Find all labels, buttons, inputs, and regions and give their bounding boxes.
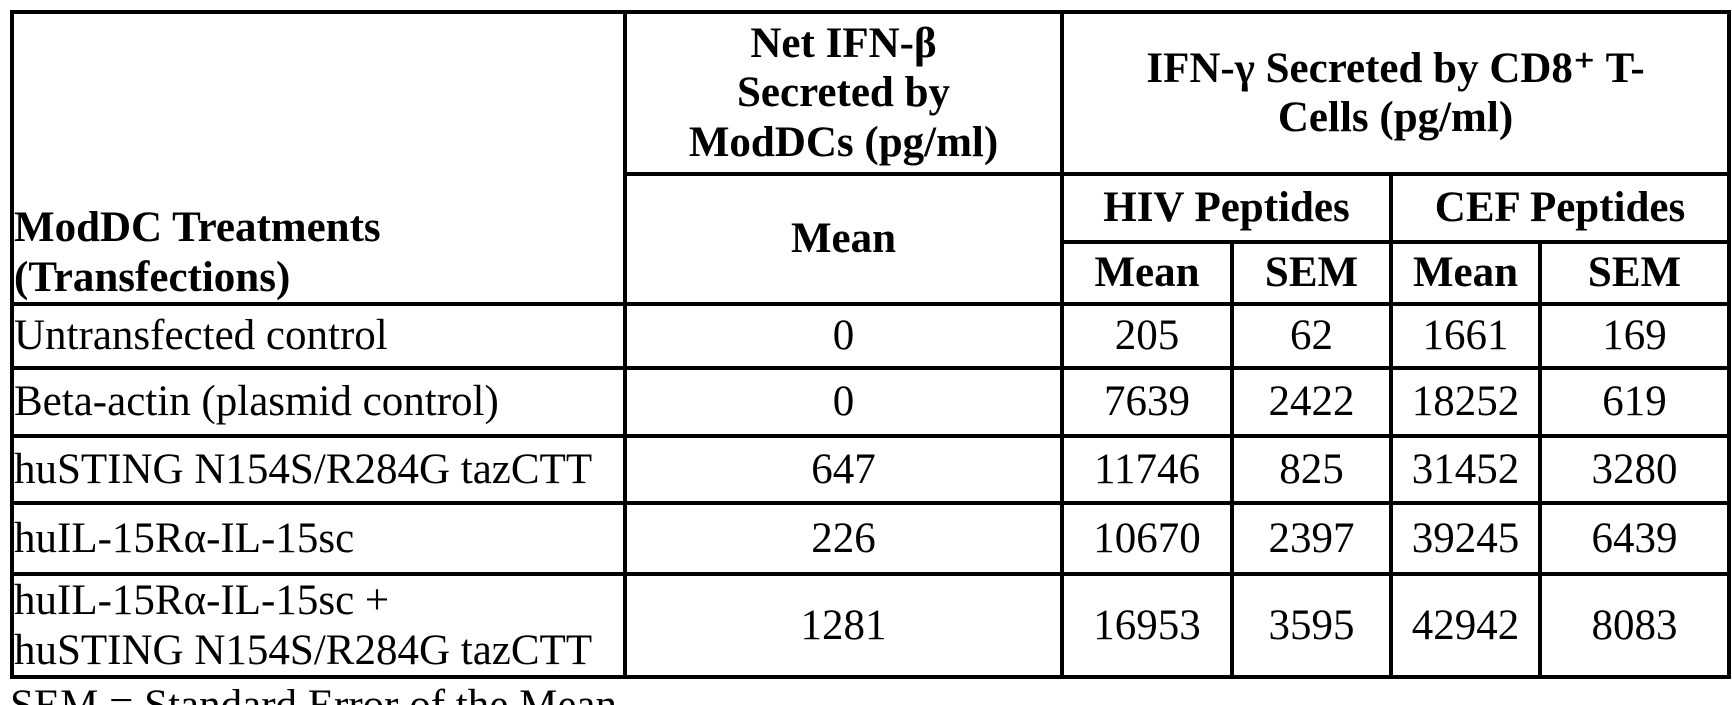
- cell-hiv-mean: 16953: [1060, 572, 1234, 679]
- table-row: huIL-15Rα-IL-15sc + huSTING N154S/R284G …: [10, 572, 1732, 679]
- column-header-treatments-line1: ModDC Treatments: [14, 204, 381, 252]
- cell-hiv-sem: 2422: [1230, 366, 1393, 438]
- table-row: Beta-actin (plasmid control) 0 7639 2422…: [10, 366, 1732, 438]
- cell-hiv-sem: 62: [1230, 302, 1393, 370]
- treatment-label: Beta-actin (plasmid control): [10, 366, 627, 438]
- cell-net-mean: 0: [623, 366, 1064, 438]
- treatment-label: huIL-15Rα-IL-15sc + huSTING N154S/R284G …: [10, 572, 627, 679]
- table-row: huSTING N154S/R284G tazCTT 647 11746 825…: [10, 434, 1732, 505]
- cell-cef-sem: 6439: [1537, 501, 1732, 576]
- column-header-net-ifnb: Net IFN-β Secreted by ModDCs (pg/ml): [623, 10, 1064, 176]
- cell-net-mean: 226: [623, 501, 1064, 576]
- cell-cef-sem: 3280: [1537, 434, 1732, 505]
- cell-net-mean: 1281: [623, 572, 1064, 679]
- cell-cef-mean: 1661: [1389, 302, 1542, 370]
- cell-hiv-mean: 10670: [1060, 501, 1234, 576]
- column-header-treatments-line2: (Transfections): [14, 253, 291, 301]
- cell-cef-sem: 169: [1537, 302, 1732, 370]
- sem-footnote: SEM = Standard Error of the Mean: [10, 681, 617, 705]
- subheader-cef-sem: SEM: [1537, 240, 1732, 306]
- cell-hiv-sem: 825: [1230, 434, 1393, 505]
- results-table: ModDC Treatments (Transfections) Net IFN…: [10, 10, 1732, 679]
- group-header-hiv-peptides: HIV Peptides: [1060, 172, 1393, 244]
- treatment-label: huIL-15Rα-IL-15sc: [10, 501, 627, 576]
- cell-cef-mean: 18252: [1389, 366, 1542, 438]
- column-header-ifng: IFN-γ Secreted by CD8⁺ T- Cells (pg/ml): [1059, 10, 1732, 176]
- cell-net-mean: 0: [623, 302, 1064, 370]
- table-row: huIL-15Rα-IL-15sc 226 10670 2397 39245 6…: [10, 501, 1732, 576]
- subheader-hiv-sem: SEM: [1230, 240, 1393, 306]
- cell-cef-mean: 31452: [1389, 434, 1542, 505]
- cell-cef-mean: 42942: [1389, 572, 1542, 679]
- cell-cef-mean: 39245: [1389, 501, 1542, 576]
- subheader-hiv-mean: Mean: [1060, 240, 1234, 306]
- cell-cef-sem: 619: [1537, 366, 1732, 438]
- cell-net-mean: 647: [623, 434, 1064, 505]
- subheader-cef-mean: Mean: [1389, 240, 1542, 306]
- table-row: Untransfected control 0 205 62 1661 169: [10, 302, 1732, 370]
- treatment-label: Untransfected control: [10, 302, 627, 370]
- cell-hiv-sem: 2397: [1230, 501, 1393, 576]
- group-header-cef-peptides: CEF Peptides: [1388, 172, 1732, 244]
- cell-hiv-sem: 3595: [1230, 572, 1393, 679]
- cell-hiv-mean: 205: [1060, 302, 1234, 370]
- column-header-treatments: ModDC Treatments (Transfections): [10, 10, 627, 306]
- treatment-label: huSTING N154S/R284G tazCTT: [10, 434, 627, 505]
- cell-hiv-mean: 7639: [1060, 366, 1234, 438]
- cell-hiv-mean: 11746: [1060, 434, 1234, 505]
- cell-cef-sem: 8083: [1537, 572, 1732, 679]
- subheader-net-mean: Mean: [623, 172, 1064, 306]
